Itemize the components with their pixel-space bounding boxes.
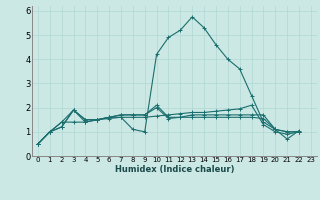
X-axis label: Humidex (Indice chaleur): Humidex (Indice chaleur) — [115, 165, 234, 174]
